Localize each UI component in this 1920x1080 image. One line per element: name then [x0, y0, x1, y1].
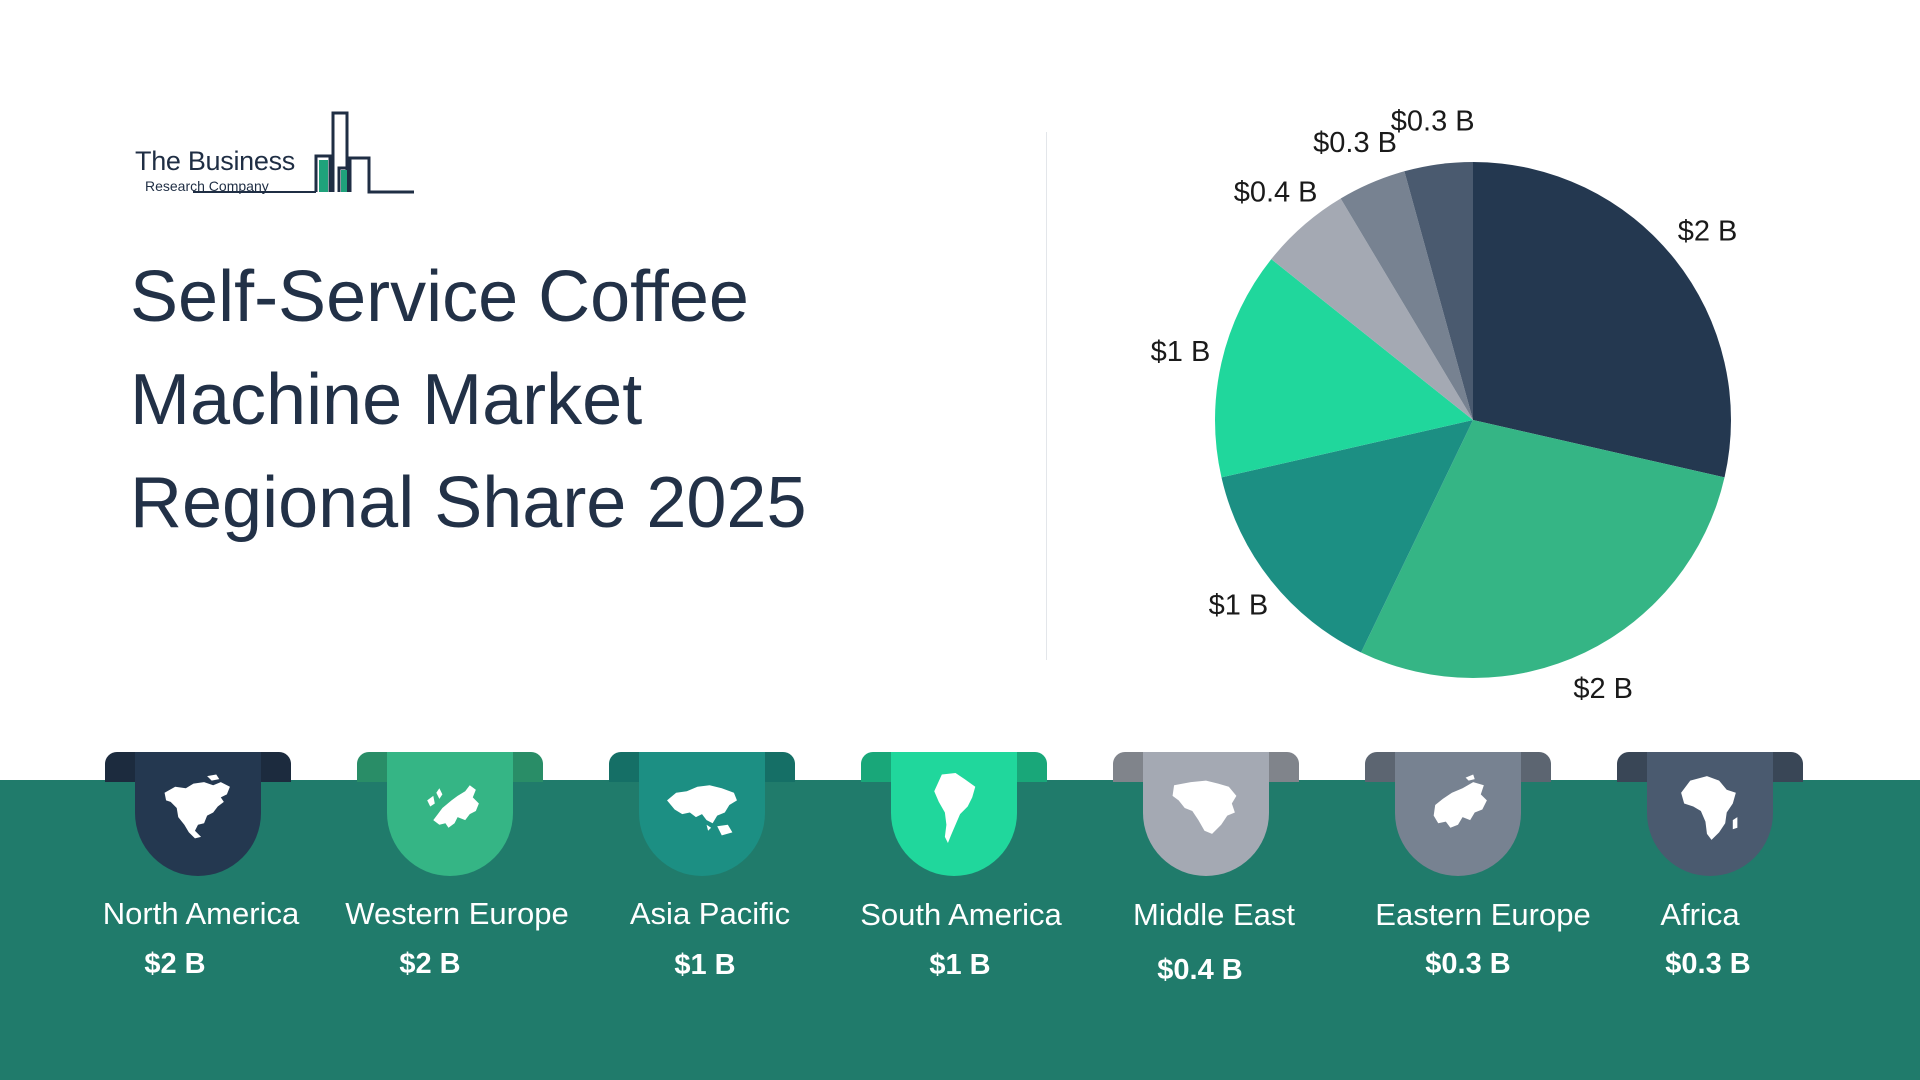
- region-name-western-europe: Western Europe: [345, 896, 569, 931]
- pie-slice-middle-east: [1271, 198, 1473, 420]
- africa-map-icon: [1681, 776, 1738, 840]
- title-line-3: Regional Share 2025: [130, 463, 807, 543]
- tab-shade-right: [765, 752, 795, 782]
- region-card-north-america: [105, 752, 291, 876]
- pie-slice-western-europe: [1361, 420, 1725, 678]
- region-card-africa: [1617, 752, 1803, 876]
- tab-shade-left: [105, 752, 135, 782]
- pie-label-africa: $0.3 B: [1391, 105, 1475, 137]
- logo-name-line1: The Business: [135, 146, 295, 176]
- south-america-map-icon: [934, 773, 976, 843]
- region-name-south-america: South America: [860, 897, 1062, 932]
- tab-shade-left: [1617, 752, 1647, 782]
- pie-slice-eastern-europe: [1340, 171, 1473, 420]
- asia-pacific-map-icon: [667, 785, 737, 836]
- region-value-asia-pacific: $1 B: [674, 949, 736, 981]
- pie-label-middle-east: $0.4 B: [1234, 177, 1318, 209]
- region-name-middle-east: Middle East: [1133, 897, 1295, 932]
- tab-shade-right: [513, 752, 543, 782]
- region-card-eastern-europe: [1365, 752, 1551, 876]
- region-card-asia-pacific: [609, 752, 795, 876]
- region-value-eastern-europe: $0.3 B: [1425, 948, 1511, 980]
- pie-label-western-europe: $2 B: [1573, 673, 1633, 705]
- region-card-south-america: [861, 752, 1047, 876]
- region-card-western-europe: [357, 752, 543, 876]
- region-value-western-europe: $2 B: [399, 948, 461, 980]
- western-europe-map-icon: [427, 785, 479, 828]
- tab-shade-left: [861, 752, 891, 782]
- pie-label-eastern-europe: $0.3 B: [1313, 127, 1397, 159]
- region-value-north-america: $2 B: [144, 948, 206, 980]
- tab-shade-right: [1773, 752, 1803, 782]
- pie-label-south-america: $1 B: [1151, 336, 1211, 368]
- region-card-middle-east: [1113, 752, 1299, 876]
- tab-shade-left: [609, 752, 639, 782]
- region-name-north-america: North America: [102, 896, 300, 931]
- tab-shade-right: [261, 752, 291, 782]
- pie-label-asia-pacific: $1 B: [1209, 590, 1269, 622]
- tab-shade-left: [1365, 752, 1395, 782]
- region-value-south-america: $1 B: [929, 949, 991, 981]
- tab-shade-right: [1269, 752, 1299, 782]
- pie-slice-south-america: [1215, 259, 1473, 478]
- eastern-europe-map-icon: [1433, 774, 1487, 828]
- page-title: Self-Service Coffee Machine Market Regio…: [130, 246, 850, 555]
- pie-label-north-america: $2 B: [1678, 216, 1738, 248]
- pie-slice-africa: [1404, 162, 1473, 420]
- logo-buildings-icon: [193, 111, 414, 194]
- region-value-middle-east: $0.4 B: [1157, 954, 1243, 986]
- region-name-eastern-europe: Eastern Europe: [1375, 897, 1591, 932]
- pie-slice-north-america: [1473, 162, 1731, 478]
- middle-east-map-icon: [1172, 780, 1237, 834]
- vertical-divider: [1046, 132, 1047, 660]
- title-line-1: Self-Service Coffee: [130, 257, 749, 337]
- pie-slice-asia-pacific: [1221, 420, 1473, 653]
- logo-name-line2: Research Company: [145, 178, 269, 194]
- company-logo: The Business Research Company: [133, 108, 423, 198]
- tab-shade-left: [357, 752, 387, 782]
- region-name-asia-pacific: Asia Pacific: [629, 896, 791, 931]
- tab-shade-right: [1017, 752, 1047, 782]
- title-line-2: Machine Market: [130, 360, 643, 440]
- region-name-africa: Africa: [1660, 897, 1740, 932]
- north-america-map-icon: [164, 774, 230, 839]
- regional-share-pie-chart: $2 B $2 B $1 B $1 B $0.4 B $0.3 B$0.3 B: [1151, 105, 1738, 705]
- tab-shade-right: [1521, 752, 1551, 782]
- tab-shade-left: [1113, 752, 1143, 782]
- region-value-africa: $0.3 B: [1665, 948, 1751, 980]
